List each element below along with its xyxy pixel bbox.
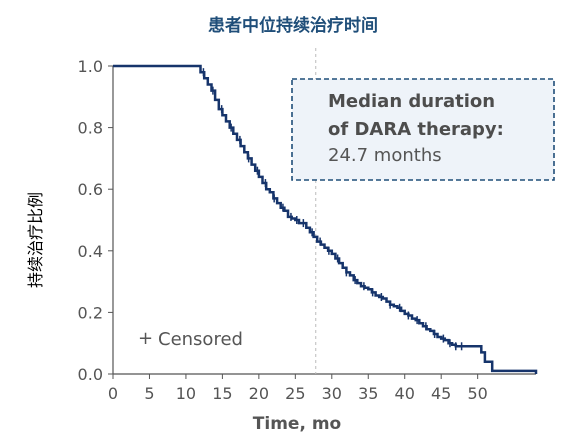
x-ticks-group: 0 5 10 15 20 25 30 35 40 45 50 <box>108 374 488 403</box>
x-tick-label: 20 <box>249 384 269 403</box>
y-ticks-group: 0.0 0.2 0.4 0.6 0.8 1.0 <box>78 57 113 384</box>
x-tick-label: 15 <box>212 384 232 403</box>
x-tick-label: 10 <box>176 384 196 403</box>
x-tick-label: 40 <box>395 384 415 403</box>
y-tick-label: 0.6 <box>78 180 103 199</box>
annotation-line-2: of DARA therapy: <box>328 119 504 140</box>
x-axis-title: Time, mo <box>253 414 341 434</box>
y-tick-label: 0.0 <box>78 365 103 384</box>
chart-title: 患者中位持续治疗时间 <box>208 15 378 36</box>
annotation-line-1: Median duration <box>328 91 495 112</box>
x-tick-label: 35 <box>358 384 378 403</box>
censor-legend-marker: + <box>138 328 153 349</box>
censor-marks-group <box>202 68 463 351</box>
y-tick-label: 1.0 <box>78 57 103 76</box>
series-curve <box>113 64 538 374</box>
x-tick-label: 5 <box>144 384 154 403</box>
annotation-box: Median duration of DARA therapy: 24.7 mo… <box>291 78 555 181</box>
y-tick-label: 0.8 <box>78 119 103 138</box>
censor-legend-label: Censored <box>158 329 243 350</box>
y-axis-title: 持续治疗比例 <box>26 192 45 288</box>
x-tick-label: 45 <box>431 384 451 403</box>
y-tick-label: 0.2 <box>78 303 103 322</box>
x-tick-label: 50 <box>467 384 487 403</box>
y-tick-label: 0.4 <box>78 242 103 261</box>
x-tick-label: 0 <box>108 384 118 403</box>
annotation-line-3: 24.7 months <box>328 145 442 166</box>
x-tick-label: 25 <box>285 384 305 403</box>
annotation-frame <box>291 78 555 181</box>
x-tick-label: 30 <box>322 384 342 403</box>
